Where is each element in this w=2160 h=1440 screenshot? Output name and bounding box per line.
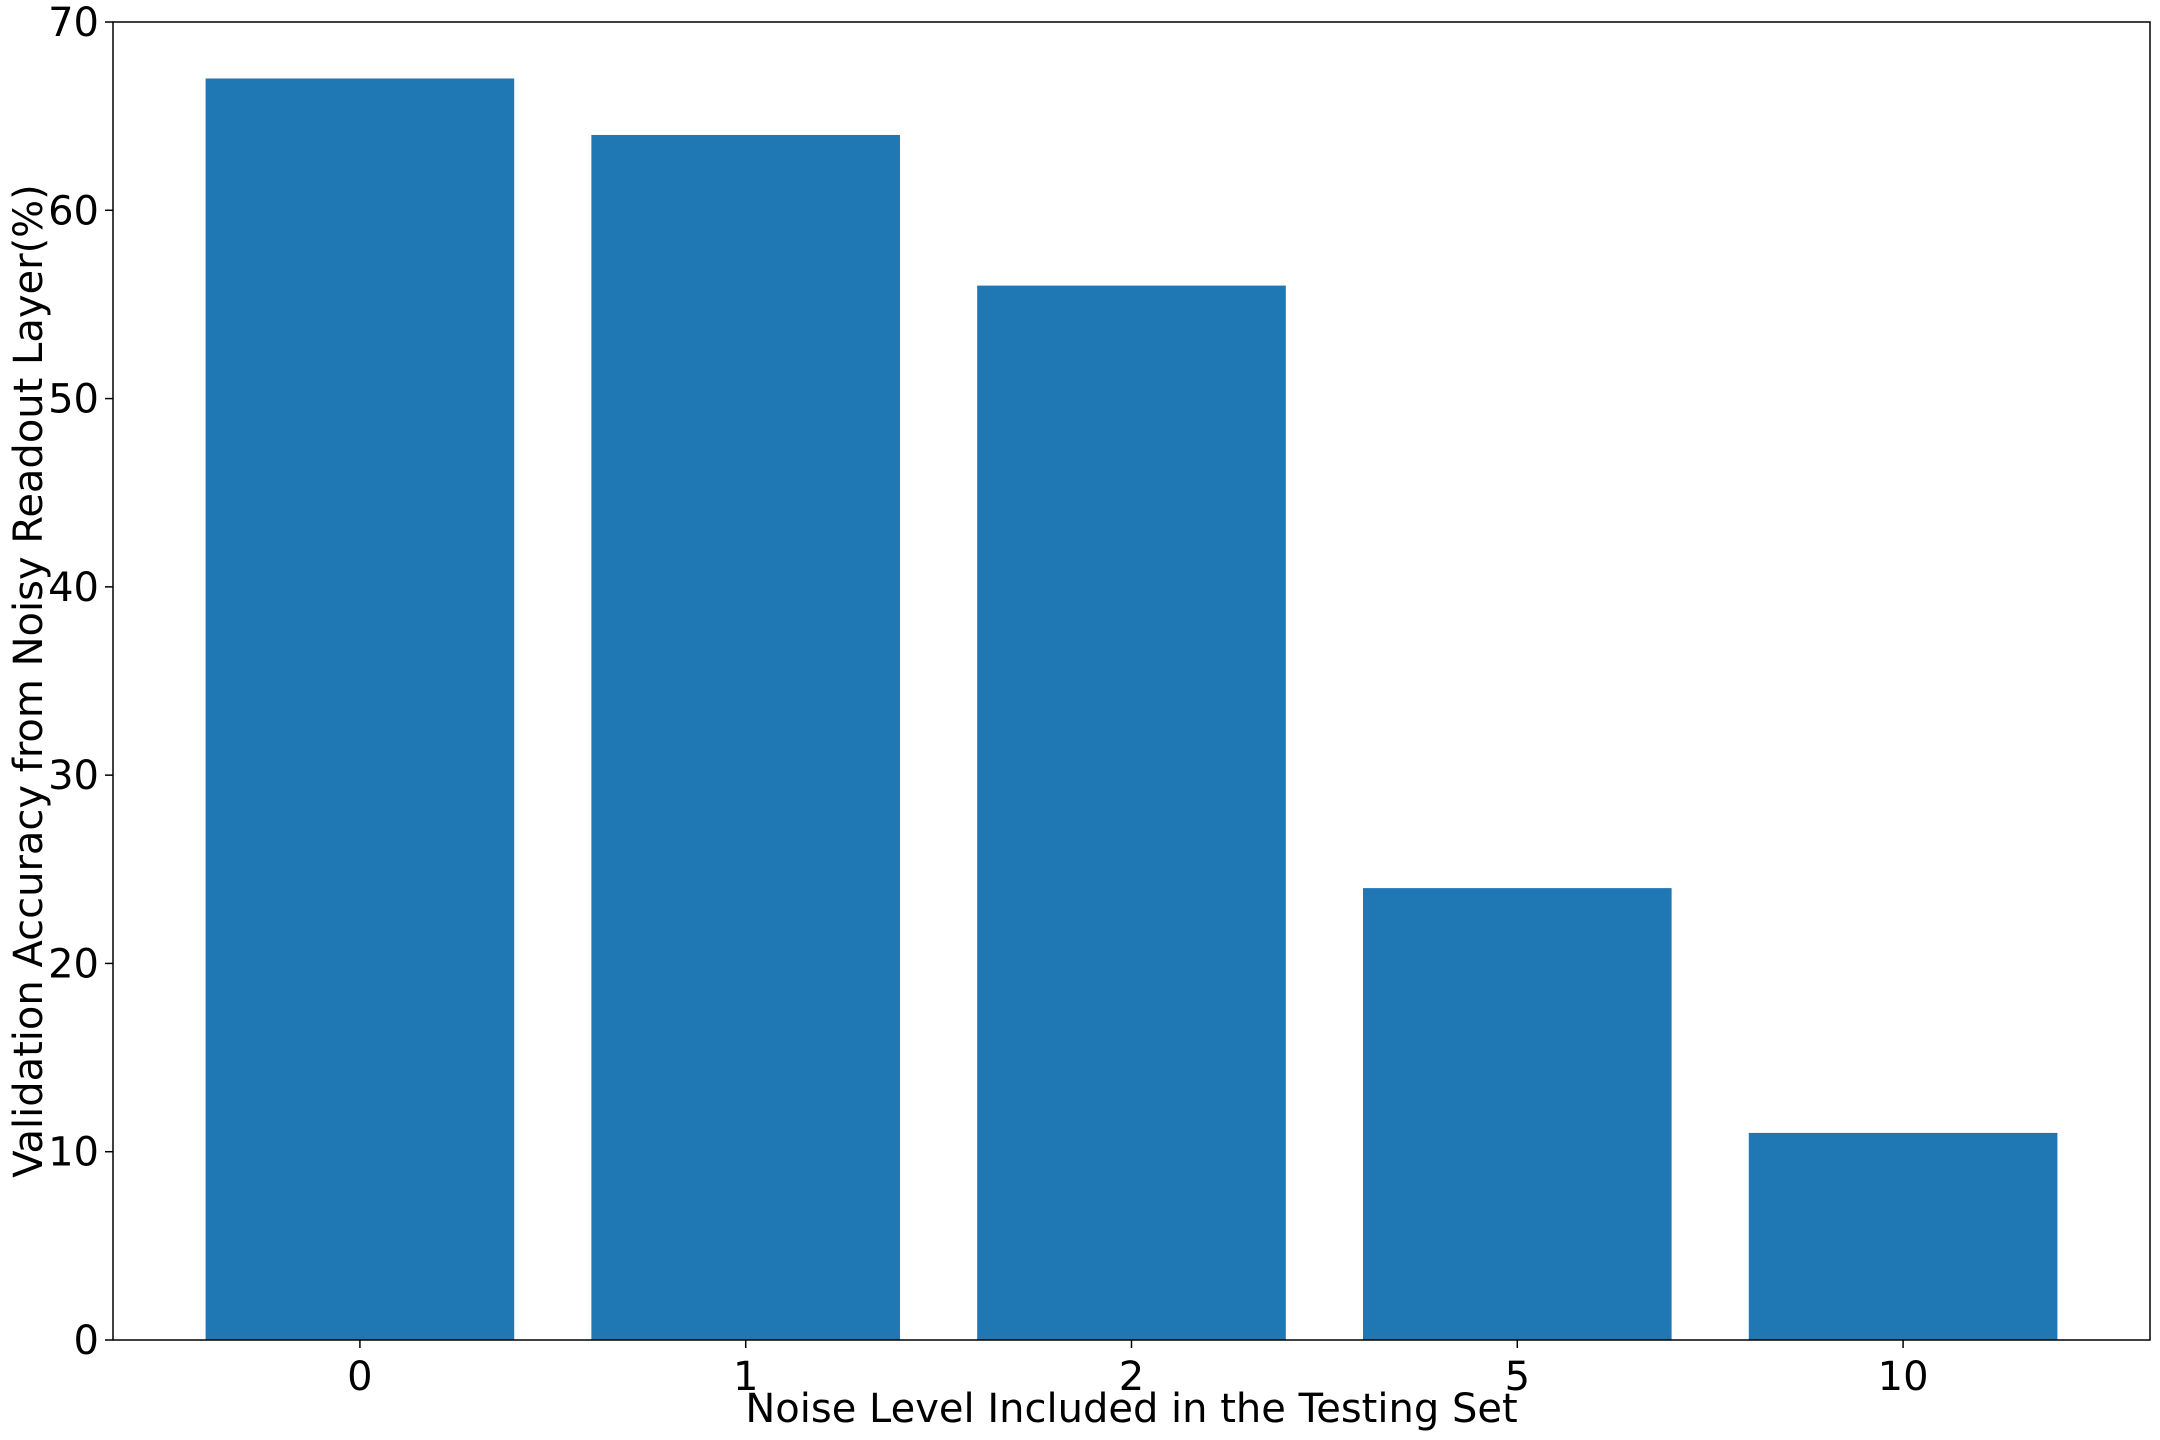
bar-1 — [591, 134, 901, 1340]
y-tick-label-50: 50 — [48, 377, 99, 423]
y-tick-label-60: 60 — [48, 188, 99, 234]
y-tick-label-0: 0 — [74, 1318, 99, 1364]
bar-10 — [1748, 1132, 2058, 1340]
x-tick-label-1: 1 — [733, 1354, 758, 1400]
bars-layer — [205, 78, 2058, 1341]
y-tick-label-30: 30 — [48, 753, 99, 799]
y-tick-label-10: 10 — [48, 1130, 99, 1176]
bar-0 — [205, 78, 515, 1340]
y-tick-label-40: 40 — [48, 565, 99, 611]
x-tick-label-0: 0 — [347, 1354, 372, 1400]
bar-2 — [977, 285, 1286, 1341]
x-tick-label-5: 5 — [1505, 1354, 1530, 1400]
x-tick-label-10: 10 — [1878, 1354, 1929, 1400]
y-tick-label-70: 70 — [48, 0, 99, 46]
plot-frame — [112, 21, 2151, 1341]
y-axis-label: Validation Accuracy from Noisy Readout L… — [6, 184, 52, 1178]
x-axis-ticks: 0 1 2 5 10 — [347, 1340, 1929, 1400]
y-axis-ticks: 0 10 20 30 40 50 60 70 — [48, 0, 113, 1364]
x-axis-label: Noise Level Included in the Testing Set — [745, 1386, 1517, 1432]
y-tick-label-20: 20 — [48, 941, 99, 987]
bar-5 — [1362, 888, 1672, 1340]
x-tick-label-2: 2 — [1119, 1354, 1144, 1400]
